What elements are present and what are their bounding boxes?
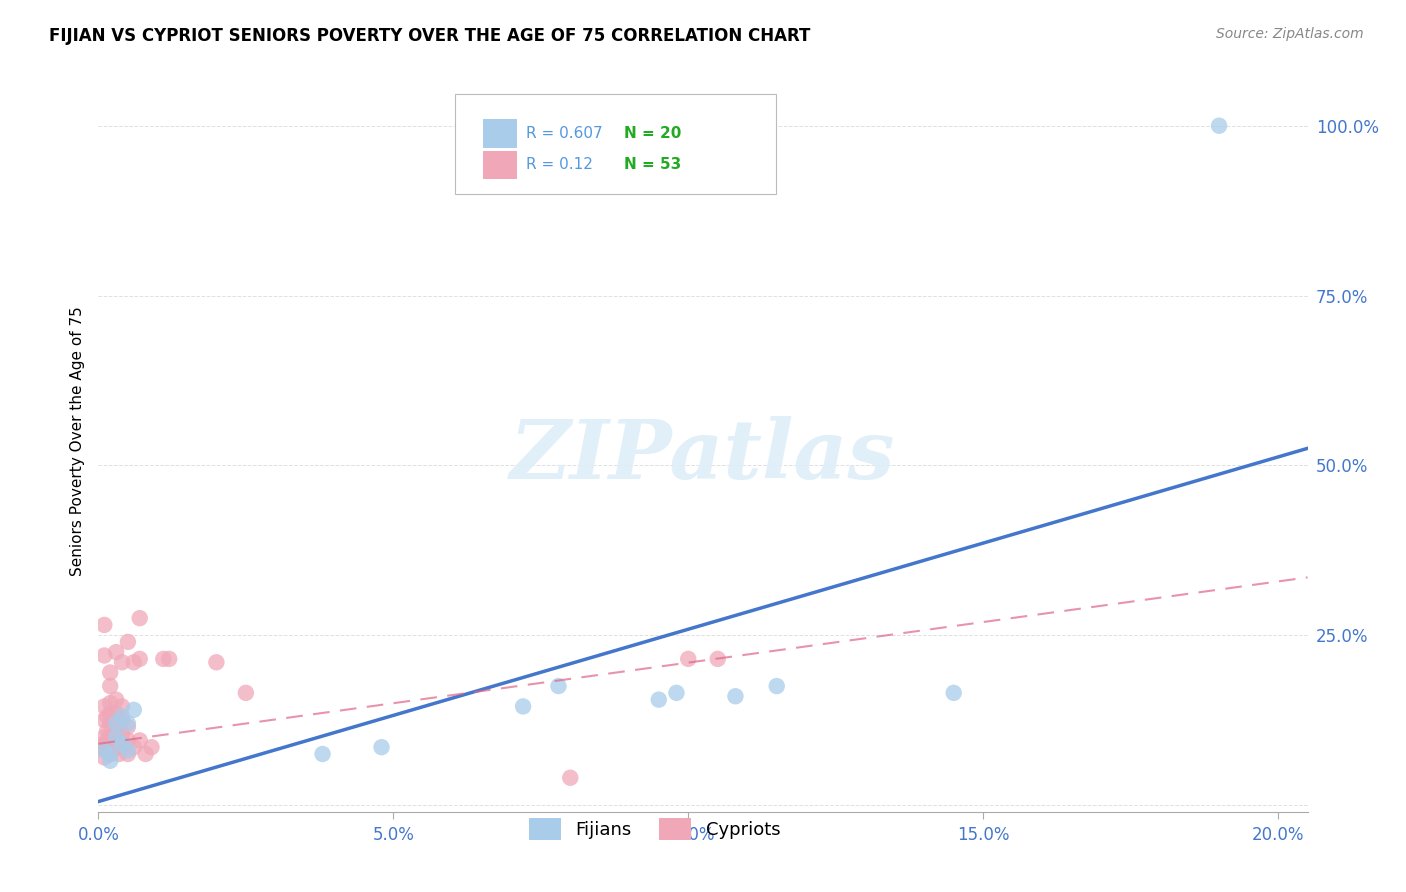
FancyBboxPatch shape — [456, 94, 776, 194]
Point — [98, 716, 121, 731]
Point — [117, 733, 139, 747]
Point — [724, 690, 747, 704]
Point — [648, 692, 671, 706]
Point — [93, 730, 115, 744]
Point — [135, 747, 157, 761]
Point — [108, 733, 131, 747]
Point — [93, 648, 115, 663]
Text: N = 53: N = 53 — [624, 157, 682, 172]
Point — [93, 750, 115, 764]
Point — [105, 733, 128, 747]
Point — [706, 652, 728, 666]
Point — [157, 652, 180, 666]
Point — [98, 696, 121, 710]
Point — [122, 655, 145, 669]
Bar — [482, 120, 517, 147]
Text: ZIPatlas: ZIPatlas — [510, 417, 896, 496]
Text: FIJIAN VS CYPRIOT SENIORS POVERTY OVER THE AGE OF 75 CORRELATION CHART: FIJIAN VS CYPRIOT SENIORS POVERTY OVER T… — [49, 27, 811, 45]
Point — [105, 720, 128, 734]
Point — [122, 703, 145, 717]
Point — [117, 720, 139, 734]
Point — [96, 743, 118, 757]
Text: R = 0.607: R = 0.607 — [526, 126, 603, 141]
Point — [117, 635, 139, 649]
Point — [105, 716, 128, 731]
Point — [665, 686, 688, 700]
Point — [105, 692, 128, 706]
Point — [111, 709, 134, 723]
Point — [93, 743, 115, 757]
Point — [96, 709, 118, 723]
Point — [98, 665, 121, 680]
Point — [111, 699, 134, 714]
Point — [128, 652, 150, 666]
Point — [111, 655, 134, 669]
Text: R = 0.12: R = 0.12 — [526, 157, 593, 172]
Legend: Fijians, Cypriots: Fijians, Cypriots — [522, 811, 787, 847]
Point — [98, 679, 121, 693]
Point — [93, 737, 115, 751]
Text: Source: ZipAtlas.com: Source: ZipAtlas.com — [1216, 27, 1364, 41]
Point — [96, 733, 118, 747]
Point — [98, 747, 121, 761]
Point — [105, 730, 128, 744]
Text: N = 20: N = 20 — [624, 126, 682, 141]
Point — [311, 747, 333, 761]
Point — [560, 771, 582, 785]
Y-axis label: Seniors Poverty Over the Age of 75: Seniors Poverty Over the Age of 75 — [69, 307, 84, 576]
Point — [98, 754, 121, 768]
Point — [98, 730, 121, 744]
Point — [90, 740, 112, 755]
Point — [96, 723, 118, 738]
Point — [1208, 119, 1230, 133]
Point — [117, 743, 139, 757]
Point — [101, 743, 124, 757]
Point — [235, 686, 257, 700]
Point — [152, 652, 174, 666]
Point — [111, 726, 134, 740]
Point — [678, 652, 700, 666]
Point — [111, 713, 134, 727]
Point — [111, 737, 134, 751]
Point — [122, 740, 145, 755]
Point — [93, 713, 115, 727]
Point — [370, 740, 392, 755]
Point — [942, 686, 965, 700]
Point — [98, 737, 121, 751]
Point — [765, 679, 787, 693]
Point — [105, 740, 128, 755]
Point — [105, 645, 128, 659]
Point — [111, 737, 134, 751]
Point — [128, 611, 150, 625]
Point — [93, 699, 115, 714]
Point — [117, 747, 139, 761]
Point — [105, 706, 128, 721]
Point — [98, 747, 121, 761]
Point — [141, 740, 163, 755]
Point — [98, 706, 121, 721]
Bar — [482, 151, 517, 178]
Point — [93, 618, 115, 632]
Point — [547, 679, 569, 693]
Point — [117, 716, 139, 731]
Point — [512, 699, 534, 714]
Point — [128, 733, 150, 747]
Point — [108, 747, 131, 761]
Point — [205, 655, 228, 669]
Point — [101, 730, 124, 744]
